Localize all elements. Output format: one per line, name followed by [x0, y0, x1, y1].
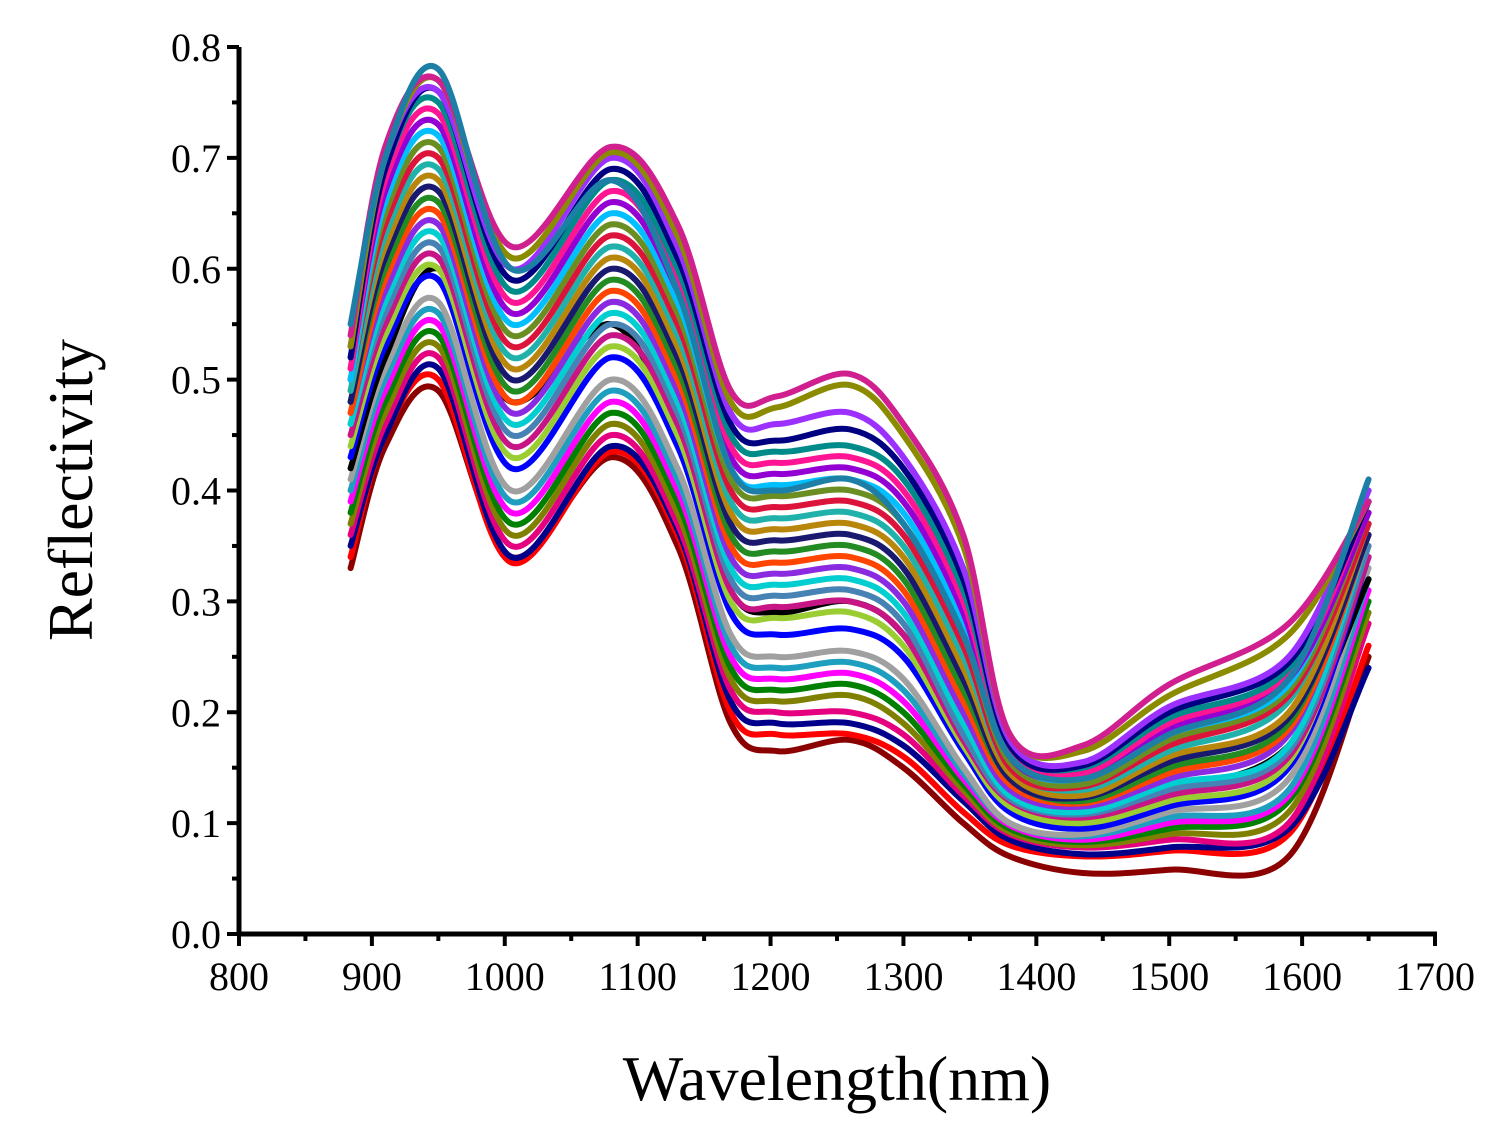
series-line-21 — [347, 161, 1372, 794]
y-axis-title: Reflectivity — [35, 339, 106, 641]
y-tick-label: 0.3 — [171, 579, 221, 624]
series-line-5 — [347, 339, 1372, 849]
x-tick-label: 800 — [209, 954, 269, 999]
series-line-20 — [347, 172, 1372, 800]
series-line-29 — [347, 84, 1372, 770]
y-tick-label: 0.8 — [171, 25, 221, 70]
series-line-23 — [347, 139, 1372, 789]
series-line-25 — [347, 116, 1372, 782]
x-axis-title: Wavelength(nm) — [623, 1043, 1051, 1114]
y-tick-label: 0.2 — [171, 690, 221, 735]
x-tick-label: 1500 — [1129, 954, 1209, 999]
y-tick-label: 0.5 — [171, 358, 221, 403]
x-tick-label: 1300 — [863, 954, 943, 999]
ticks: 800 900 1000 1100 1200 1300 1400 1500 1600 1700 0.… — [171, 25, 1475, 999]
series-line-26 — [347, 105, 1372, 779]
series-line-6 — [347, 328, 1372, 845]
x-tick-label: 1000 — [465, 954, 545, 999]
series-line-3 — [347, 361, 1372, 858]
y-tick-label: 0.7 — [171, 136, 221, 181]
x-tick-label: 1200 — [731, 954, 811, 999]
series-line-22 — [347, 150, 1372, 792]
series-line-27 — [347, 94, 1372, 774]
y-tick-label: 0.0 — [171, 912, 221, 957]
series-line-15 — [347, 228, 1372, 816]
series-line-18 — [347, 194, 1372, 805]
x-tick-label: 1400 — [996, 954, 1076, 999]
x-tick-label: 900 — [342, 954, 402, 999]
y-tick-label: 0.1 — [171, 801, 221, 846]
x-tick-label: 1700 — [1395, 954, 1475, 999]
x-tick-label: 1100 — [598, 954, 677, 999]
y-tick-label: 0.6 — [171, 247, 221, 292]
series-line-16 — [347, 217, 1372, 810]
series-line-9 — [347, 294, 1372, 838]
series-layer — [347, 63, 1372, 879]
y-tick-label: 0.4 — [171, 469, 221, 514]
x-tick-label: 1600 — [1262, 954, 1342, 999]
series-line-19 — [347, 183, 1372, 802]
series-line-7 — [347, 317, 1372, 843]
series-line-32 — [347, 63, 1372, 784]
